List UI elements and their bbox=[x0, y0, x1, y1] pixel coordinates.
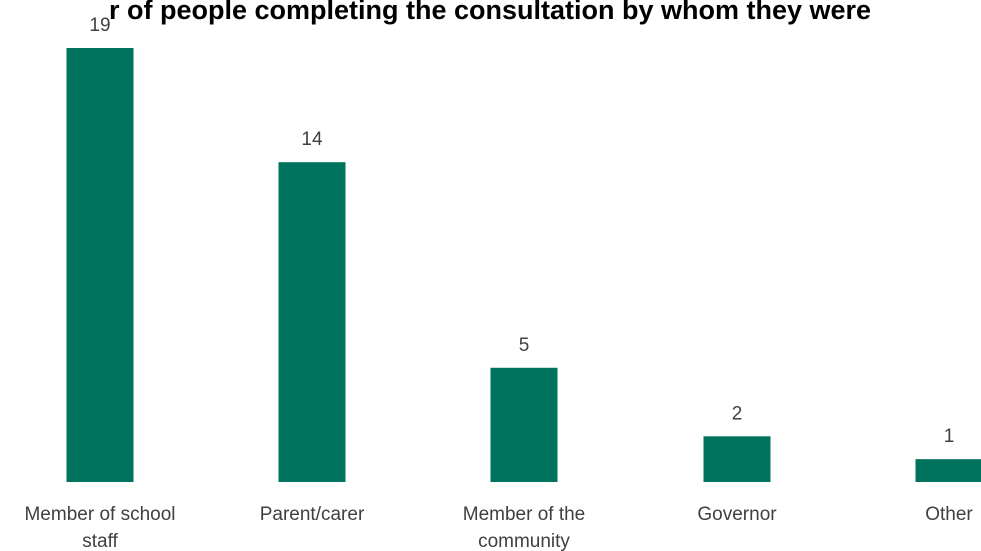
category-label-2: Member of the community bbox=[463, 504, 586, 551]
category-label-3-line-0: Governor bbox=[697, 504, 777, 525]
category-label-4: Other bbox=[925, 504, 973, 525]
value-label-0: 19 bbox=[89, 15, 110, 36]
category-label-1: Parent/carer bbox=[260, 504, 365, 525]
bar-1 bbox=[278, 162, 346, 483]
value-label-4: 1 bbox=[944, 426, 955, 447]
category-labels-group: Member of school staff Parent/carer Member … bbox=[24, 504, 973, 551]
value-label-2: 5 bbox=[519, 335, 530, 356]
category-label-0-line-0: Member of school bbox=[24, 504, 175, 525]
category-label-1-line-0: Parent/carer bbox=[260, 504, 365, 525]
bars-group bbox=[66, 48, 981, 483]
value-labels-group: 19 14 5 2 1 bbox=[89, 15, 954, 447]
bar-3 bbox=[703, 436, 771, 482]
bar-4 bbox=[915, 459, 981, 482]
category-label-4-line-0: Other bbox=[925, 504, 973, 525]
category-label-3: Governor bbox=[697, 504, 777, 525]
category-label-0: Member of school staff bbox=[24, 504, 175, 551]
bar-0 bbox=[66, 48, 134, 482]
value-label-1: 14 bbox=[301, 129, 323, 150]
category-label-2-line-1: community bbox=[478, 531, 570, 551]
value-label-3: 2 bbox=[732, 403, 743, 424]
category-label-2-line-0: Member of the bbox=[463, 504, 586, 525]
bar-2 bbox=[490, 367, 558, 482]
chart-title: r of people completing the consultation … bbox=[109, 0, 871, 25]
category-label-0-line-1: staff bbox=[82, 531, 118, 551]
